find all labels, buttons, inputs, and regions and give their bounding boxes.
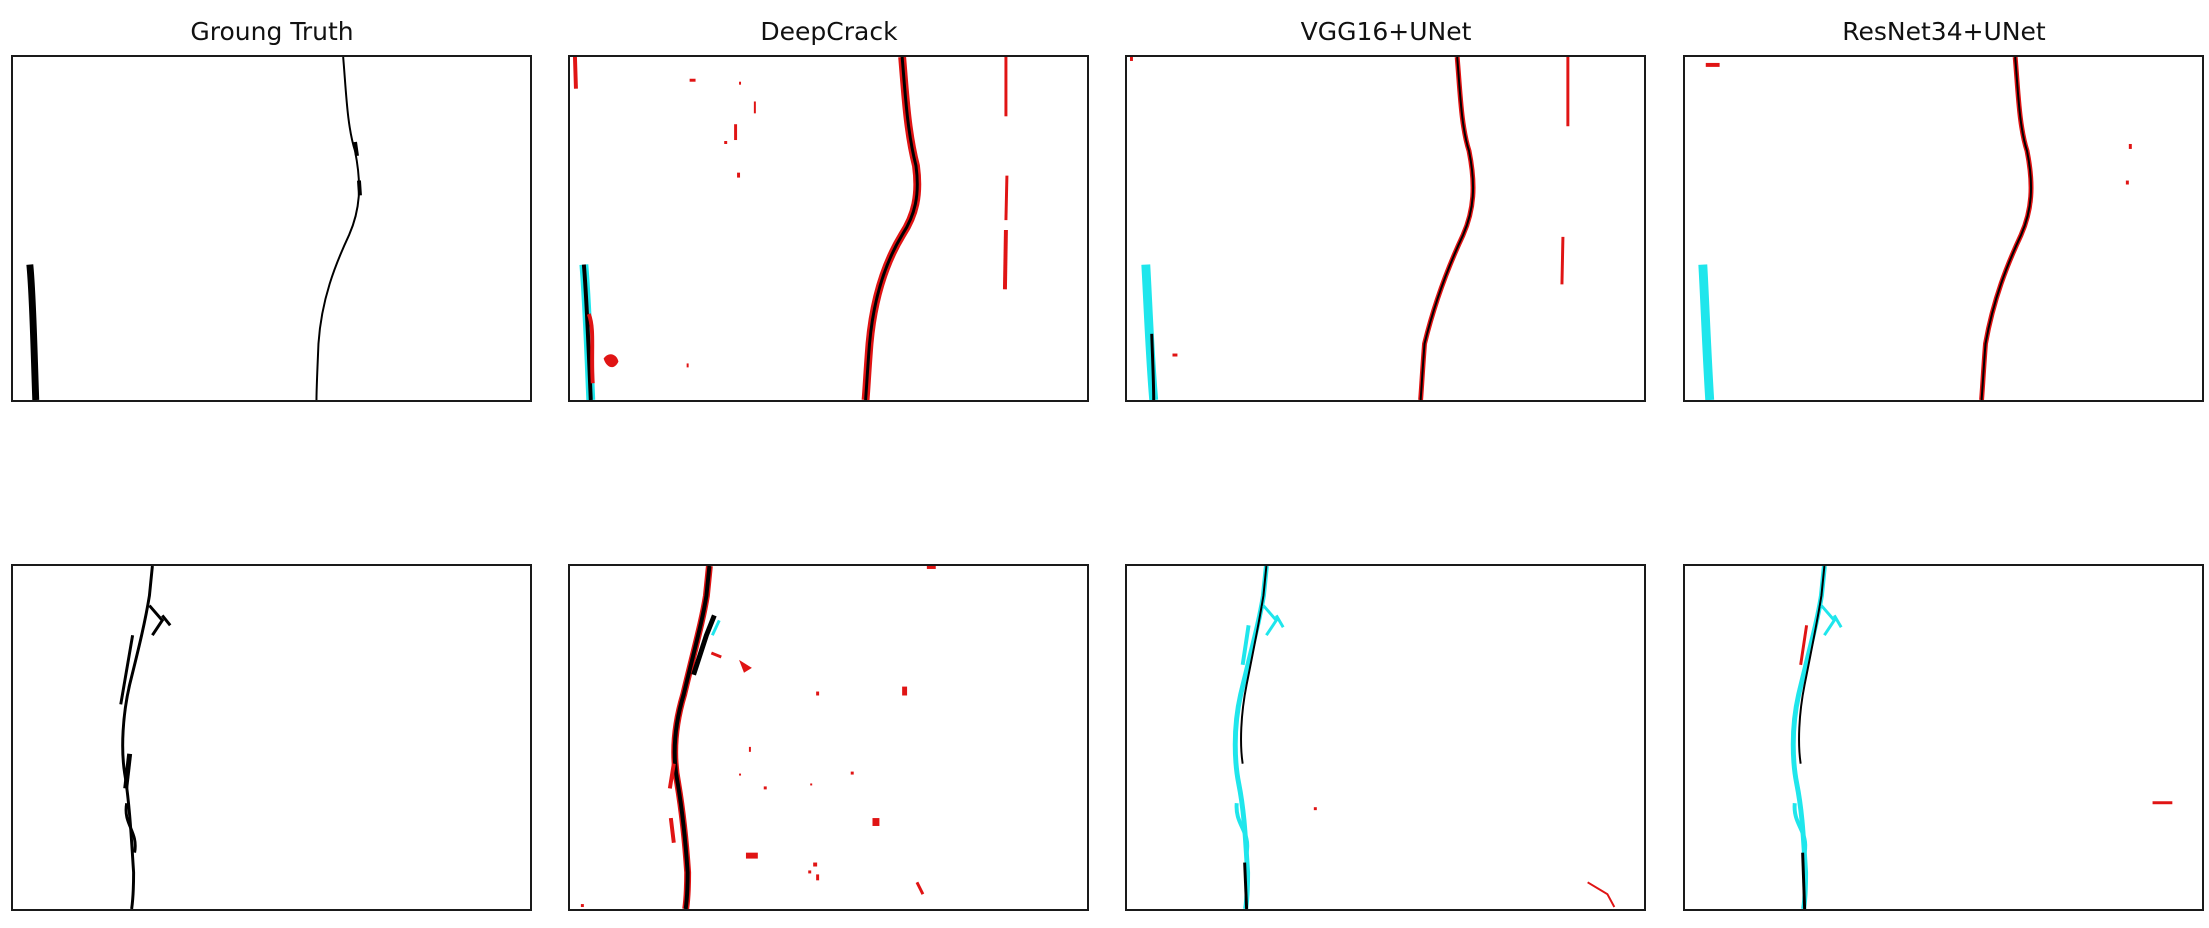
crack-overlay [1129,57,1570,400]
panel-resnet34-unet-2 [1683,564,2204,911]
panel-deepcrack-1 [568,55,1089,402]
panel-resnet34-unet-1 [1683,55,2204,402]
title-deepcrack: DeepCrack [760,17,898,46]
title-vgg16-unet: VGG16+UNet [1300,17,1472,46]
panel-deepcrack-2 [568,564,1089,911]
crack-overlay [1232,566,1616,909]
crack-overlay [1790,566,2173,909]
panel-ground-truth-2 [11,564,532,911]
panel-vgg16-unet-2 [1125,564,1646,911]
crack-overlay [580,566,936,909]
panel-ground-truth-1 [11,55,532,402]
title-resnet34-unet: ResNet34+UNet [1842,17,2046,46]
crack-mask [119,566,172,909]
title-ground-truth: Groung Truth [190,17,354,46]
panel-vgg16-unet-1 [1125,55,1646,402]
crack-mask [26,57,362,400]
crack-overlay [1698,57,2132,400]
crack-overlay [572,57,1009,400]
